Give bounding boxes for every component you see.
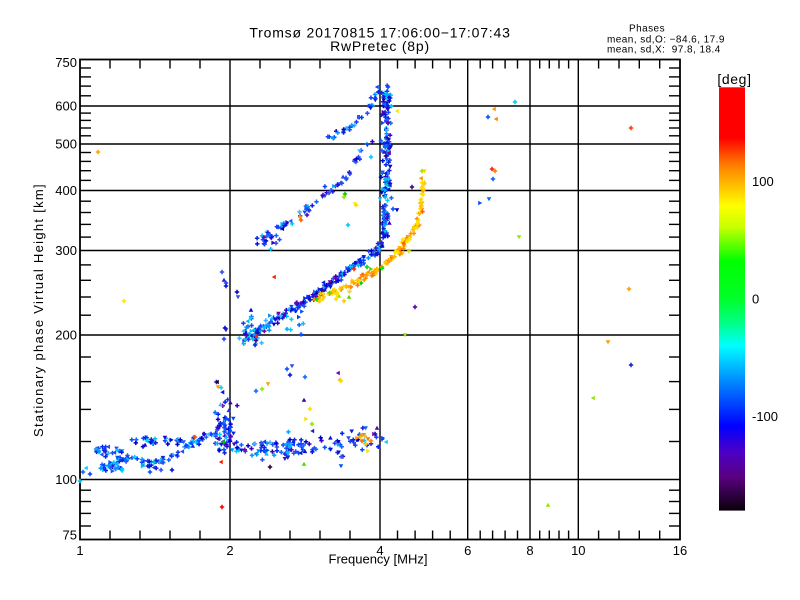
svg-text:75: 75 (63, 528, 77, 543)
svg-text:400: 400 (55, 183, 77, 198)
svg-text:200: 200 (55, 328, 77, 343)
svg-text:100: 100 (752, 174, 774, 189)
svg-text:750: 750 (55, 55, 77, 70)
svg-text:10: 10 (571, 543, 585, 558)
svg-text:RwPretec (8p): RwPretec (8p) (330, 38, 430, 54)
svg-text:600: 600 (55, 99, 77, 114)
svg-text:Stationary phase Virtual Heigh: Stationary phase Virtual Height [km] (31, 183, 46, 437)
svg-text:-100: -100 (752, 409, 778, 424)
svg-text:4: 4 (376, 543, 383, 558)
svg-text:8: 8 (526, 543, 533, 558)
svg-text:[deg]: [deg] (717, 71, 751, 87)
svg-text:6: 6 (464, 543, 471, 558)
svg-text:mean, sd,X: 97.8, 18.4: mean, sd,X: 97.8, 18.4 (607, 45, 721, 56)
svg-text:2: 2 (226, 543, 233, 558)
svg-text:Phases: Phases (629, 24, 665, 35)
svg-text:0: 0 (752, 291, 759, 306)
svg-text:100: 100 (55, 472, 77, 487)
svg-text:1: 1 (76, 543, 83, 558)
svg-text:Tromsø 20170815 17:06:00−17:07: Tromsø 20170815 17:06:00−17:07:43 (249, 25, 510, 41)
svg-text:16: 16 (673, 543, 687, 558)
svg-text:500: 500 (55, 137, 77, 152)
svg-text:Frequency [MHz]: Frequency [MHz] (329, 552, 428, 567)
svg-text:mean, sd,O: −84.6, 17.9: mean, sd,O: −84.6, 17.9 (607, 35, 725, 46)
svg-text:300: 300 (55, 243, 77, 258)
